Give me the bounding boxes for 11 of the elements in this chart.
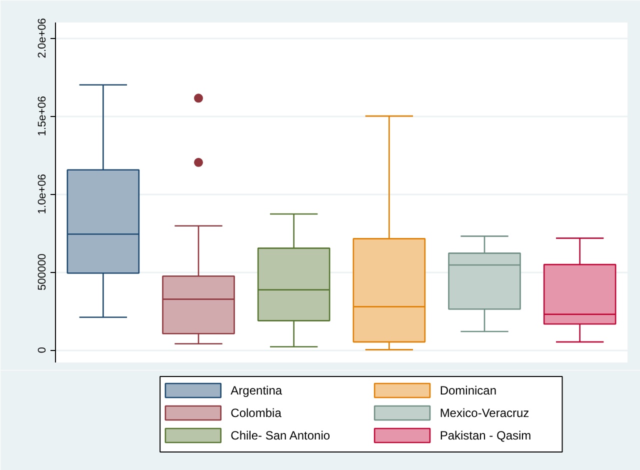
legend-label: Colombia bbox=[230, 406, 282, 420]
legend-label: Chile- San Antonio bbox=[230, 428, 330, 442]
legend-label: Dominican bbox=[440, 384, 497, 398]
y-tick-label: 1.5e+06 bbox=[36, 96, 48, 136]
y-tick-label: 1.0e+06 bbox=[36, 174, 48, 214]
legend-label: Pakistan - Qasim bbox=[440, 428, 532, 442]
legend-label: Argentina bbox=[230, 384, 282, 398]
y-tick-label: 0 bbox=[36, 346, 48, 354]
y-tick-label: 500000 bbox=[36, 254, 48, 290]
legend-label: Mexico-Veracruz bbox=[440, 406, 530, 420]
y-tick-label: 2.0e+06 bbox=[36, 18, 48, 58]
